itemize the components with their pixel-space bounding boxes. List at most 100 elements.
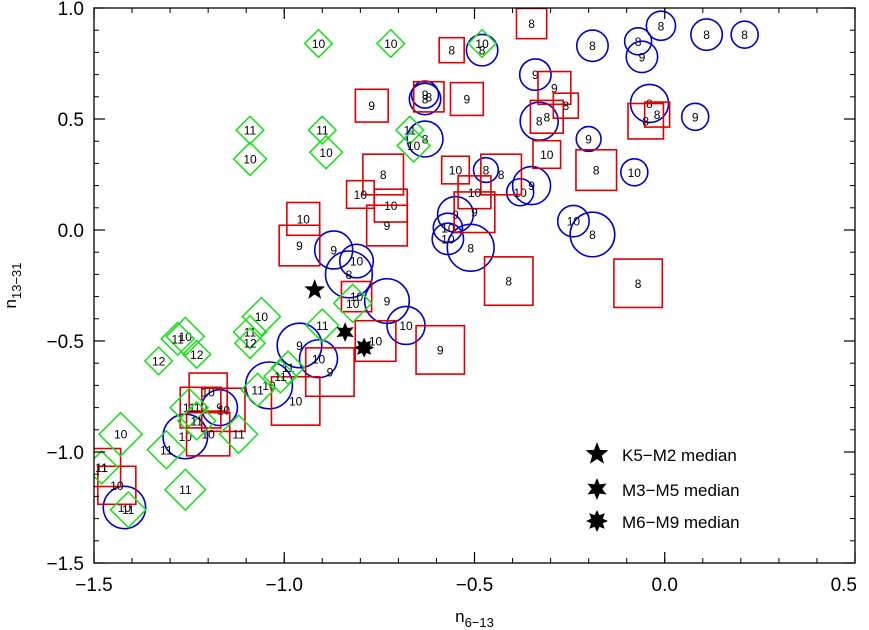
x-tick-label: −0.5 <box>456 575 494 596</box>
square-marker <box>440 155 471 185</box>
point-label: 9 <box>216 401 223 415</box>
diamond-marker <box>303 28 334 59</box>
square-point: 9 <box>354 88 389 123</box>
square-point: 10 <box>286 201 321 237</box>
point-label: 10 <box>384 199 398 213</box>
square-point: 8 <box>643 101 671 128</box>
square-point: 9 <box>365 204 409 247</box>
diamond-marker <box>270 350 306 386</box>
square-marker <box>643 101 671 128</box>
x-tick-label: −1.0 <box>265 575 303 596</box>
point-label: 8 <box>703 28 710 42</box>
point-label: 9 <box>639 50 646 64</box>
diamond-marker <box>232 141 268 177</box>
legend-entry: M3−M5 median <box>587 478 740 500</box>
circle-marker <box>730 20 759 49</box>
circle-marker <box>556 204 590 238</box>
square-point: 10 <box>532 139 562 170</box>
circle-marker <box>569 211 616 258</box>
point-label: 8 <box>448 44 455 58</box>
point-label: 8 <box>635 277 642 291</box>
circle-point: 8 <box>645 10 677 42</box>
diamond-marker <box>262 358 298 395</box>
square-marker <box>627 102 665 140</box>
square-point: 9 <box>278 224 321 267</box>
point-label: 9 <box>368 99 375 113</box>
point-label: 9 <box>551 81 558 95</box>
point-label: 10 <box>369 335 383 349</box>
point-label: 10 <box>243 152 257 166</box>
point-label: 11 <box>244 124 257 138</box>
square-marker <box>575 148 618 192</box>
diamond-point: 12 <box>181 339 212 370</box>
point-label: 10 <box>540 148 554 162</box>
square-marker <box>453 191 496 234</box>
diamond-marker <box>307 115 338 146</box>
circle-marker <box>623 26 653 56</box>
point-label: 10 <box>110 479 124 493</box>
circle-point: 8 <box>465 33 499 67</box>
point-label: 10 <box>319 146 333 160</box>
square-marker <box>286 201 321 237</box>
square-marker <box>537 70 572 106</box>
circle-marker <box>446 223 495 272</box>
square-marker <box>529 99 564 134</box>
square-marker <box>94 447 122 488</box>
square-point: 8 <box>613 258 664 309</box>
diamond-marker <box>304 307 340 343</box>
diamond-marker <box>109 490 148 529</box>
point-label: 8 <box>741 28 748 42</box>
square-point: 10 <box>354 319 397 363</box>
point-label: 8 <box>589 228 596 242</box>
x-axis-title: n6−13 <box>455 607 494 630</box>
y-tick-label: −1.0 <box>46 443 84 464</box>
diamond-point: 11 <box>304 307 340 343</box>
point-label: 9 <box>471 206 478 220</box>
square-point: 10 <box>440 155 471 185</box>
diamond-marker <box>235 115 265 146</box>
circle-marker <box>511 165 552 206</box>
point-label: 10 <box>350 255 364 269</box>
diamond-point: 10 <box>303 28 334 59</box>
point-label: 10 <box>217 403 231 417</box>
legend-star-icon <box>585 442 609 464</box>
circle-point: 8 <box>324 250 374 299</box>
point-label: 10 <box>407 139 421 153</box>
diamond-point: 10 <box>308 134 344 170</box>
point-label: 8 <box>536 115 543 129</box>
square-marker <box>480 153 523 196</box>
square-marker <box>179 386 222 429</box>
legend-star-icon <box>587 478 607 500</box>
diamond-marker <box>241 296 282 337</box>
square-marker <box>412 80 445 113</box>
diamond-point: 10 <box>375 28 406 59</box>
circle-point: 8 <box>569 211 616 258</box>
circle-marker <box>680 102 710 132</box>
diamond-point: 11 <box>394 115 425 146</box>
diamond-marker <box>232 314 268 350</box>
diamond-point: 11 <box>235 115 265 146</box>
diamond-point: 11 <box>262 358 298 395</box>
y-tick-label: −1.5 <box>46 554 84 575</box>
point-label: 9 <box>296 339 303 353</box>
point-label: 10 <box>179 430 193 444</box>
point-label: 8 <box>483 164 490 178</box>
diamond-marker <box>233 326 267 360</box>
diamond-point: 12 <box>233 326 267 360</box>
diamond-marker <box>218 414 259 455</box>
point-label: 8 <box>346 268 353 282</box>
circle-marker <box>102 485 147 530</box>
median-star-marker <box>354 337 375 358</box>
point-label: 10 <box>312 37 326 51</box>
circle-marker <box>645 10 677 42</box>
y-tick-label: 1.0 <box>58 0 84 20</box>
point-label: 8 <box>589 39 596 53</box>
diamond-point: 11 <box>146 429 187 470</box>
diamond-point: 11 <box>232 314 268 350</box>
diamond-point: 11 <box>94 450 120 486</box>
diamond-marker <box>394 115 425 146</box>
point-label: 8 <box>654 108 661 122</box>
circle-marker <box>324 250 374 299</box>
point-label: 10 <box>201 428 215 442</box>
